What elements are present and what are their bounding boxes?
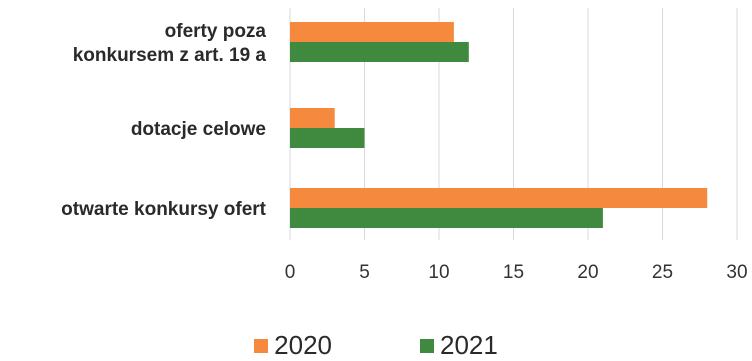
bar-2020-2 [290, 188, 708, 208]
legend-label-2021: 2021 [440, 330, 498, 360]
bar-2020-1 [290, 108, 335, 128]
x-tick-label-5: 5 [359, 262, 370, 283]
legend: 2020 2021 [0, 330, 752, 361]
category-labels: oferty poza konkursem z art. 19 a dotacje … [61, 21, 266, 220]
category-label-0-1: konkursem z art. 19 a [73, 45, 267, 66]
x-tick-labels: 0 5 10 15 20 25 30 [285, 262, 748, 283]
bar-2021-0 [290, 42, 469, 62]
legend-swatch-2021 [420, 338, 434, 353]
x-tick-label-0: 0 [285, 262, 296, 283]
category-label-0-0: oferty poza [165, 21, 267, 42]
x-tick-label-25: 25 [652, 262, 673, 283]
category-label-1-0: dotacje celowe [131, 119, 266, 140]
category-label-2-0: otwarte konkursy ofert [61, 199, 266, 220]
x-tick-label-10: 10 [428, 262, 449, 283]
legend-label-2020: 2020 [274, 330, 332, 360]
bar-2021-1 [290, 128, 365, 148]
x-tick-label-15: 15 [503, 262, 524, 283]
x-tick-label-30: 30 [726, 262, 747, 283]
legend-swatch-2020 [254, 338, 269, 353]
bar-2020-0 [290, 22, 454, 42]
x-tick-label-20: 20 [577, 262, 598, 283]
bars [290, 22, 708, 228]
legend-item-2021: 2021 [420, 330, 498, 361]
legend-item-2020: 2020 [254, 330, 332, 361]
bar-2021-2 [290, 208, 603, 228]
bar-chart: oferty poza konkursem z art. 19 a dotacje … [61, 8, 748, 283]
